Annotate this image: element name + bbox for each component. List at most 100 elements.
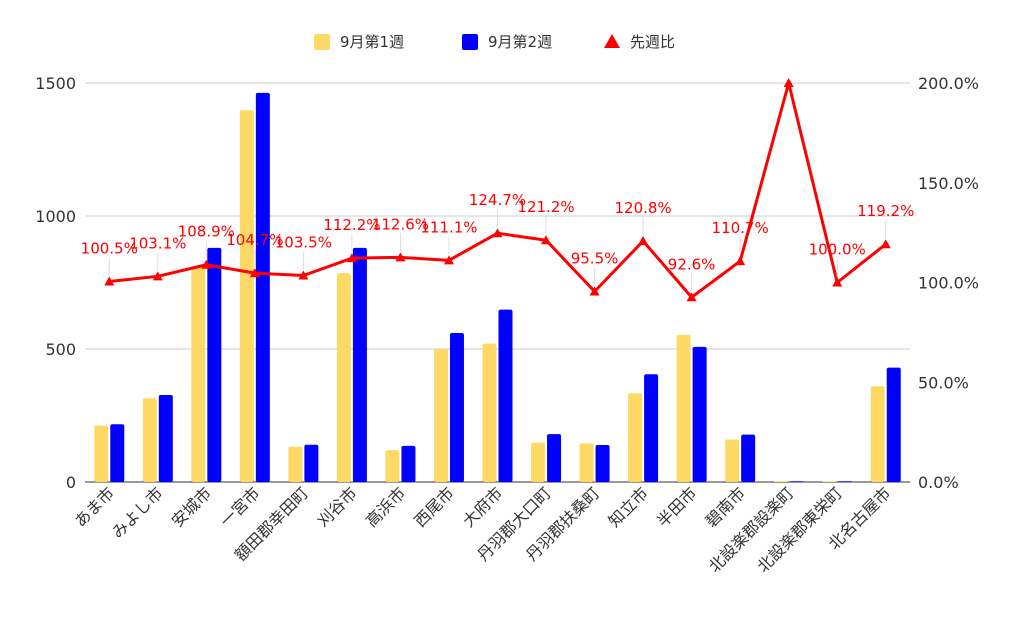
- legend-label: 9月第1週: [340, 33, 404, 51]
- line-point: [298, 270, 309, 280]
- x-tick-label: 大府市: [459, 483, 506, 530]
- x-tick-label: 半田市: [653, 483, 700, 530]
- line-point: [880, 239, 891, 249]
- left-y-axis: 0 500 1000 1500: [35, 74, 76, 492]
- x-tick-label: 西尾市: [410, 483, 457, 530]
- bar-week1: [191, 267, 206, 482]
- right-y-axis: 0.0% 50.0% 100.0% 150.0% 200.0%: [918, 74, 979, 492]
- line-point: [735, 256, 746, 266]
- bar-week1: [725, 439, 740, 482]
- x-tick-label: 一宮市: [216, 483, 263, 530]
- bar-week1: [288, 446, 303, 482]
- legend-label: 9月第2週: [488, 33, 552, 51]
- bar-week1: [142, 398, 157, 482]
- bar-week2: [255, 92, 270, 482]
- x-tick-label: 高浜市: [362, 483, 409, 530]
- bar-week2: [644, 374, 659, 482]
- bar-week2: [498, 309, 513, 482]
- data-label: 95.5%: [571, 249, 619, 267]
- data-label: 100.0%: [809, 241, 866, 259]
- bar-week1: [482, 343, 497, 482]
- left-y-tick-label: 1000: [35, 207, 76, 226]
- line-point: [638, 236, 649, 246]
- bar-week2: [352, 247, 367, 482]
- line-point: [201, 259, 212, 269]
- legend-swatch: [604, 34, 620, 48]
- x-tick-label: 北設楽郡設楽町: [705, 483, 798, 576]
- legend-swatch: [314, 34, 330, 50]
- bar-week2: [692, 346, 707, 482]
- bar-week2: [595, 445, 610, 482]
- bar-week1: [239, 110, 254, 482]
- line-point: [152, 271, 163, 281]
- bar-week2: [741, 434, 756, 482]
- bar-week2: [789, 481, 804, 482]
- bar-week2: [401, 445, 416, 482]
- data-label: 103.5%: [275, 234, 332, 252]
- right-y-tick-label: 200.0%: [918, 74, 979, 93]
- bar-week1: [676, 334, 691, 482]
- data-label: 112.6%: [372, 215, 429, 233]
- x-tick-label: 北設楽郡東栄町: [753, 483, 846, 576]
- line-point: [492, 228, 503, 238]
- bar-week2: [304, 444, 319, 482]
- bar-week2: [110, 424, 125, 482]
- bar-week1: [870, 386, 885, 482]
- x-tick-label: あま市: [71, 483, 118, 530]
- line-point: [832, 277, 843, 287]
- line-point: [346, 253, 357, 263]
- bar-week1: [773, 481, 788, 482]
- data-label: 111.1%: [420, 218, 477, 236]
- left-y-tick-label: 0: [66, 473, 76, 492]
- bar-week2: [838, 481, 853, 482]
- line-path: [109, 81, 887, 299]
- line-point: [249, 268, 260, 278]
- line-point: [783, 78, 794, 87]
- bar-series: [94, 92, 901, 482]
- right-y-tick-label: 50.0%: [918, 373, 969, 392]
- data-label: 104.7%: [226, 231, 283, 249]
- right-y-tick-label: 100.0%: [918, 274, 979, 293]
- data-label: 92.6%: [668, 255, 716, 273]
- bar-week2: [886, 367, 901, 482]
- data-label: 100.5%: [81, 240, 138, 258]
- x-tick-label: 碧南市: [702, 483, 749, 530]
- line-point: [443, 255, 454, 265]
- data-label: 124.7%: [469, 191, 526, 209]
- bar-week1: [579, 443, 594, 482]
- bar-week1: [628, 393, 643, 482]
- line-point: [104, 276, 115, 286]
- data-label: 112.2%: [323, 216, 380, 234]
- x-tick-label: 知立市: [605, 483, 652, 530]
- data-label: 108.9%: [178, 223, 235, 241]
- line-point: [589, 286, 600, 296]
- x-tick-label: 刈谷市: [313, 483, 360, 530]
- legend-swatch: [462, 34, 478, 50]
- bar-week2: [547, 434, 562, 482]
- bar-week1: [433, 349, 448, 482]
- data-label: 103.1%: [129, 234, 186, 252]
- x-tick-label: 安城市: [168, 483, 215, 530]
- bar-week1: [822, 481, 837, 482]
- bar-week1: [94, 425, 109, 482]
- bar-week1: [385, 450, 400, 482]
- right-y-tick-label: 150.0%: [918, 174, 979, 193]
- left-y-tick-label: 500: [45, 340, 76, 359]
- x-tick-label: みよし市: [108, 483, 167, 542]
- data-label: 121.2%: [517, 198, 574, 216]
- data-label: 120.8%: [614, 199, 671, 217]
- left-y-tick-label: 1500: [35, 74, 76, 93]
- bar-week2: [449, 333, 464, 482]
- line-point: [541, 235, 552, 245]
- right-y-tick-label: 0.0%: [918, 473, 959, 492]
- data-label: 119.2%: [857, 202, 914, 220]
- line-point: [395, 252, 406, 262]
- line-point: [686, 292, 697, 302]
- bar-week1: [336, 273, 351, 482]
- bar-week2: [207, 247, 222, 482]
- data-label: 110.7%: [712, 219, 769, 237]
- line-series: 100.5%103.1%108.9%104.7%103.5%112.2%112.…: [81, 78, 914, 302]
- legend-label: 先週比: [630, 33, 675, 51]
